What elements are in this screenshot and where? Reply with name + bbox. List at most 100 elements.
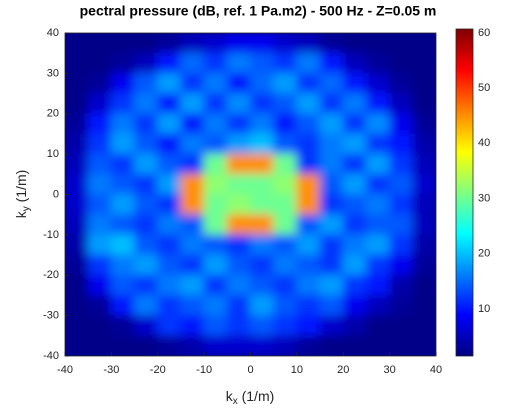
heatmap-cell (273, 173, 298, 195)
heatmap-cell (412, 335, 436, 356)
heatmap-cell (342, 234, 367, 256)
x-label-sub: x (233, 396, 238, 407)
y-tick-label: 0 (53, 188, 59, 200)
heatmap-cell (157, 93, 182, 115)
heatmap-cell (319, 294, 344, 317)
x-tick-label: -40 (57, 364, 73, 376)
heatmap-cell (134, 274, 159, 296)
heatmap-cell (65, 173, 89, 195)
heatmap-cell (412, 234, 436, 256)
y-tick-label: -30 (43, 310, 59, 322)
heatmap-cell (342, 335, 367, 356)
heatmap-cell (65, 133, 89, 155)
heatmap-cell (226, 93, 251, 115)
heatmap-cell (110, 214, 136, 236)
heatmap-cell (342, 254, 367, 276)
x-axis-label: kx (1/m) (226, 388, 275, 407)
heatmap-cell (65, 274, 89, 296)
heatmap-cell (134, 214, 159, 236)
heatmap-cell (273, 274, 298, 296)
heatmap-cell (110, 173, 136, 195)
heatmap-cell (65, 234, 89, 256)
heatmap-cell (110, 335, 136, 356)
heatmap-cell (319, 72, 344, 95)
heatmap-cell (134, 173, 159, 195)
heatmap-cell (319, 93, 344, 115)
heatmap-cell (319, 254, 344, 276)
heatmap-cell (412, 173, 436, 195)
heatmap-cell (250, 153, 275, 175)
heatmap-cell (389, 315, 414, 337)
heatmap-cell (65, 254, 89, 276)
heatmap-cell (296, 274, 321, 296)
heatmap-cell (342, 274, 367, 296)
heatmap-cell (87, 153, 112, 175)
heatmap-cell (296, 133, 321, 155)
heatmap-cell (296, 72, 321, 95)
colorbar (455, 28, 474, 357)
heatmap-cell (65, 214, 89, 236)
heatmap-cell (273, 315, 298, 337)
heatmap-cell (365, 33, 391, 54)
heatmap-cell (180, 52, 205, 74)
heatmap-cell (412, 113, 436, 135)
y-tick-label: 40 (47, 27, 59, 39)
heatmap-cell (87, 173, 112, 195)
heatmap-cell (412, 93, 436, 115)
heatmap-cell (389, 173, 414, 195)
heatmap-cell (203, 315, 228, 337)
x-tick-label: -10 (196, 364, 212, 376)
heatmap-cell (226, 214, 251, 236)
x-tick-label: 40 (430, 364, 442, 376)
heatmap-cell (365, 93, 391, 115)
x-tick-label: -30 (103, 364, 119, 376)
heatmap-cell (250, 72, 275, 95)
heatmap-cell (203, 52, 228, 74)
x-tick-label: 0 (247, 364, 253, 376)
heatmap-cell (250, 315, 275, 337)
heatmap-cell (342, 33, 367, 54)
heatmap-cell (296, 153, 321, 175)
y-tick-label: -40 (43, 350, 59, 362)
heatmap-cell (365, 194, 391, 216)
heatmap-cell (65, 72, 89, 95)
heatmap-cell (365, 315, 391, 337)
heatmap-cell (296, 294, 321, 317)
heatmap-cell (250, 93, 275, 115)
heatmap-cell (157, 173, 182, 195)
x-tick-label: -20 (150, 364, 166, 376)
heatmap-cell (203, 33, 228, 54)
heatmap-cell (226, 173, 251, 195)
heatmap-cell (226, 254, 251, 276)
heatmap-cell (203, 234, 228, 256)
heatmap-cell (365, 214, 391, 236)
heatmap-cell (319, 335, 344, 356)
heatmap-cell (157, 194, 182, 216)
heatmap-cell (87, 315, 112, 337)
heatmap-cell (273, 52, 298, 74)
heatmap-cell (157, 72, 182, 95)
heatmap-cell (110, 72, 136, 95)
heatmap-cell (296, 254, 321, 276)
heatmap-cell (110, 254, 136, 276)
heatmap-cell (180, 194, 205, 216)
heatmap-cell (226, 294, 251, 317)
heatmap-cell (110, 133, 136, 155)
heatmap-cell (365, 254, 391, 276)
heatmap-cell (250, 194, 275, 216)
heatmap-cell (180, 153, 205, 175)
heatmap-cell (342, 294, 367, 317)
heatmap-cell (250, 133, 275, 155)
heatmap-cell (296, 52, 321, 74)
x-label-base: k (226, 388, 234, 404)
heatmap-cell (134, 315, 159, 337)
heatmap-cell (389, 72, 414, 95)
heatmap-cell (342, 315, 367, 337)
colorbar-tick-label: 60 (478, 27, 490, 39)
heatmap-cell (273, 254, 298, 276)
heatmap-cell (365, 133, 391, 155)
heatmap-cell (65, 93, 89, 115)
heatmap-cell (296, 93, 321, 115)
heatmap-cell (134, 234, 159, 256)
heatmap-cell (134, 254, 159, 276)
